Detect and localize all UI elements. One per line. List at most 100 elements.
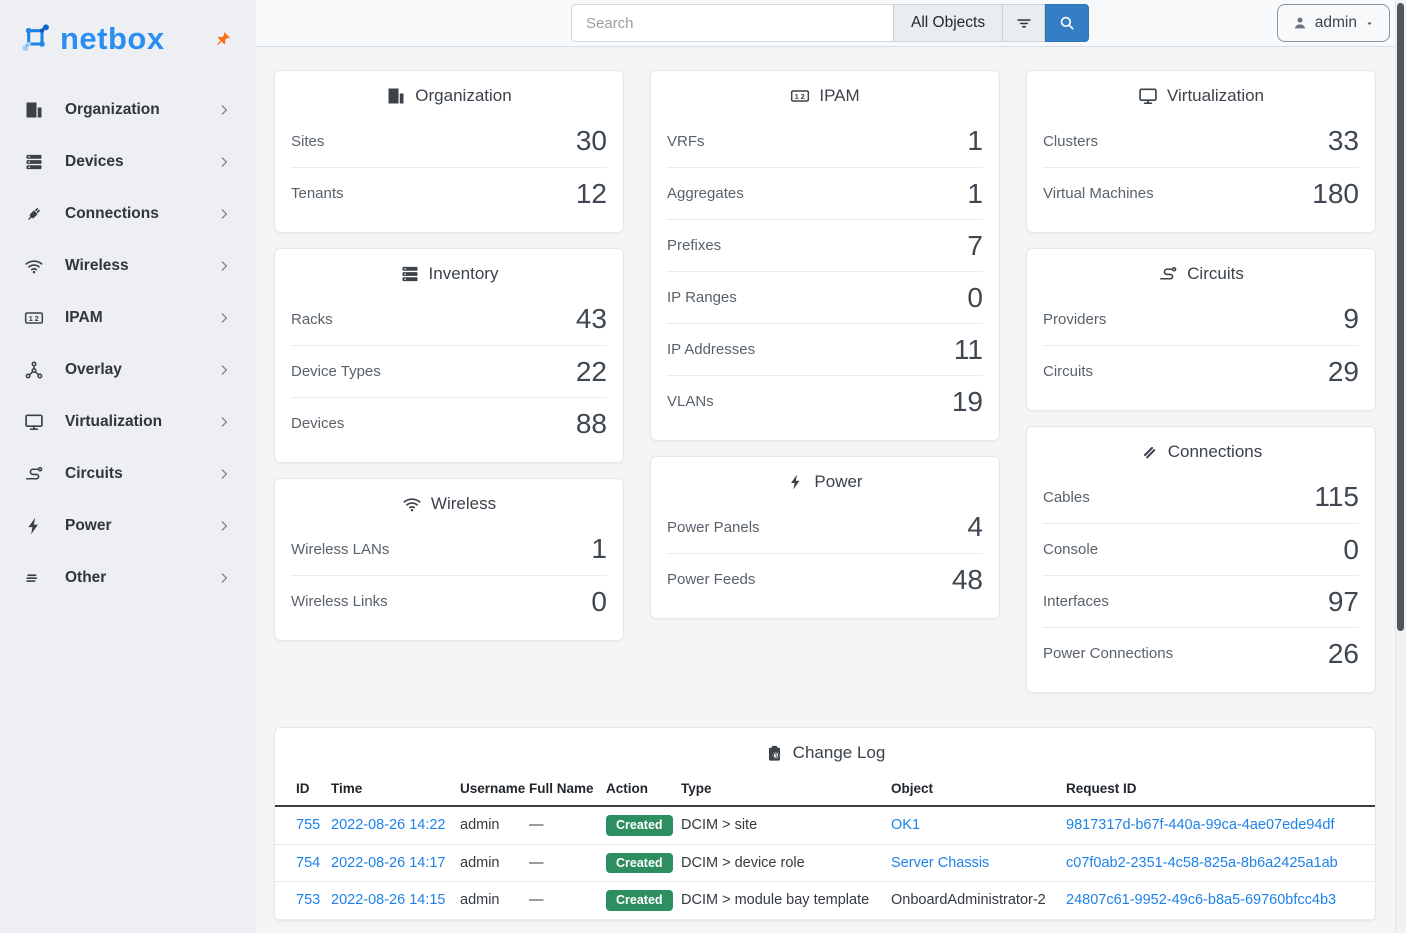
sidebar-item-circuits[interactable]: Circuits bbox=[0, 448, 256, 500]
stat-value-link[interactable]: 1 bbox=[591, 533, 607, 564]
search-group: All Objects bbox=[571, 4, 1090, 42]
scrollbar-track[interactable] bbox=[1395, 0, 1406, 933]
card-header: Circuits bbox=[1027, 249, 1375, 293]
stat-value-link[interactable]: 1 bbox=[967, 177, 983, 209]
stat-value-link[interactable]: 0 bbox=[1343, 533, 1359, 565]
stat-value-link[interactable]: 97 bbox=[1327, 585, 1359, 617]
filter-button[interactable] bbox=[1003, 4, 1046, 42]
stat-value-link[interactable]: 33 bbox=[1327, 125, 1359, 156]
sidebar-item-label: Devices bbox=[65, 153, 124, 170]
card-title: IPAM bbox=[819, 86, 860, 105]
table-header-row: ID Time Username Full Name Action Type O… bbox=[275, 772, 1375, 807]
stat-value-link[interactable]: 0 bbox=[967, 281, 983, 313]
sidebar-item-label: Power bbox=[65, 517, 112, 534]
stat-label: VLANs bbox=[667, 393, 714, 410]
stat-row: Devices 88 bbox=[291, 397, 607, 449]
stat-value-link[interactable]: 11 bbox=[953, 333, 983, 365]
object-link[interactable]: OK1 bbox=[891, 817, 921, 834]
sidebar-item-devices[interactable]: Devices bbox=[0, 136, 256, 188]
change-id-link[interactable]: 755 bbox=[296, 817, 321, 834]
graph-icon bbox=[24, 360, 44, 380]
stat-label: IP Ranges bbox=[667, 289, 737, 306]
card-title: Wireless bbox=[430, 494, 497, 513]
sidebar-pin-button[interactable] bbox=[213, 28, 234, 49]
sidebar-item-label: Overlay bbox=[65, 361, 122, 378]
stat-label: Circuits bbox=[1043, 363, 1094, 380]
chevron-right-icon bbox=[216, 518, 232, 534]
stat-value-link[interactable]: 115 bbox=[1314, 481, 1359, 512]
sidebar-item-connections[interactable]: Connections bbox=[0, 188, 256, 240]
stat-row: Circuits 29 bbox=[1043, 345, 1359, 397]
sidebar-menu: Organization Devices Connections Wireles… bbox=[0, 84, 256, 604]
building-icon bbox=[386, 86, 406, 106]
sidebar-item-label: IPAM bbox=[65, 309, 103, 326]
user-menu-button[interactable]: admin bbox=[1276, 4, 1390, 42]
stat-row: Device Types 22 bbox=[291, 345, 607, 397]
stat-value-link[interactable]: 12 bbox=[575, 177, 607, 209]
card-title: Change Log bbox=[792, 743, 886, 762]
stat-row: Racks 43 bbox=[291, 293, 607, 345]
netbox-logo[interactable]: netbox bbox=[20, 22, 165, 54]
search-button[interactable] bbox=[1045, 4, 1090, 42]
stat-value-link[interactable]: 1 bbox=[967, 125, 983, 156]
change-time-link[interactable]: 2022-08-26 14:15 bbox=[331, 892, 446, 909]
stat-value-link[interactable]: 19 bbox=[951, 385, 983, 417]
stat-label: VRFs bbox=[667, 132, 705, 150]
type-text: DCIM > device role bbox=[681, 854, 805, 871]
stat-value-link[interactable]: 43 bbox=[575, 303, 607, 334]
card-inventory: Inventory Racks 43 Device Types 22 Devic… bbox=[274, 248, 624, 463]
sidebar-item-overlay[interactable]: Overlay bbox=[0, 344, 256, 396]
stat-row: Power Panels 4 bbox=[667, 501, 983, 553]
stat-value-link[interactable]: 88 bbox=[575, 407, 607, 439]
stat-value-link[interactable]: 22 bbox=[575, 355, 607, 387]
building-icon bbox=[24, 100, 44, 120]
sidebar-item-label: Organization bbox=[65, 101, 160, 118]
monitor-icon bbox=[1138, 86, 1158, 106]
request-id-link[interactable]: 24807c61-9952-49c6-b8a5-69760bfcc4b3 bbox=[1066, 892, 1337, 909]
card-header: IPAM bbox=[651, 71, 999, 115]
stat-row: Aggregates 1 bbox=[667, 167, 983, 219]
stat-value-link[interactable]: 9 bbox=[1343, 303, 1359, 334]
change-id-link[interactable]: 753 bbox=[296, 892, 321, 909]
search-input[interactable] bbox=[571, 4, 893, 42]
sidebar-item-other[interactable]: Other bbox=[0, 552, 256, 604]
stat-label: Power Feeds bbox=[667, 571, 756, 588]
stat-value-link[interactable]: 26 bbox=[1327, 637, 1359, 669]
scrollbar-thumb[interactable] bbox=[1397, 3, 1404, 631]
stat-value-link[interactable]: 29 bbox=[1327, 355, 1359, 387]
chevron-right-icon bbox=[216, 362, 232, 378]
sidebar-item-organization[interactable]: Organization bbox=[0, 84, 256, 136]
chevron-right-icon bbox=[216, 570, 232, 586]
card-title: Virtualization bbox=[1166, 86, 1265, 105]
request-id-link[interactable]: c07f0ab2-2351-4c58-825a-8b6a2425a1ab bbox=[1066, 854, 1338, 871]
object-link[interactable]: Server Chassis bbox=[891, 854, 990, 871]
stat-value-link[interactable]: 0 bbox=[591, 585, 607, 617]
stat-value-link[interactable]: 30 bbox=[575, 125, 607, 156]
sidebar-item-wireless[interactable]: Wireless bbox=[0, 240, 256, 292]
chevron-right-icon bbox=[216, 154, 232, 170]
request-id-link[interactable]: 9817317d-b67f-440a-99ca-4ae07ede94df bbox=[1066, 817, 1335, 834]
object-type-dropdown-button[interactable]: All Objects bbox=[893, 4, 1004, 42]
action-badge: Created bbox=[606, 815, 673, 836]
change-time-link[interactable]: 2022-08-26 14:22 bbox=[331, 817, 446, 834]
stat-row: Cables 115 bbox=[1043, 471, 1359, 523]
stat-label: Wireless LANs bbox=[291, 540, 390, 558]
stat-value-link[interactable]: 48 bbox=[951, 563, 983, 595]
stat-value-link[interactable]: 7 bbox=[967, 229, 983, 261]
sidebar-item-virtualization[interactable]: Virtualization bbox=[0, 396, 256, 448]
stat-value-link[interactable]: 180 bbox=[1312, 177, 1359, 209]
card-title: Power bbox=[814, 472, 863, 491]
card-header: Change Log bbox=[275, 728, 1375, 772]
stat-value-link[interactable]: 4 bbox=[967, 511, 983, 542]
action-badge: Created bbox=[606, 852, 673, 873]
table-row: 753 2022-08-26 14:15 admin — Created DCI… bbox=[275, 881, 1375, 920]
change-time-link[interactable]: 2022-08-26 14:17 bbox=[331, 854, 446, 871]
chevron-right-icon bbox=[216, 206, 232, 222]
sidebar-item-ipam[interactable]: IPAM bbox=[0, 292, 256, 344]
type-text: DCIM > site bbox=[681, 817, 758, 834]
username-text: admin bbox=[460, 892, 500, 909]
stat-row: Interfaces 97 bbox=[1043, 575, 1359, 627]
stat-label: Sites bbox=[291, 132, 325, 150]
sidebar-item-power[interactable]: Power bbox=[0, 500, 256, 552]
change-id-link[interactable]: 754 bbox=[296, 854, 321, 871]
